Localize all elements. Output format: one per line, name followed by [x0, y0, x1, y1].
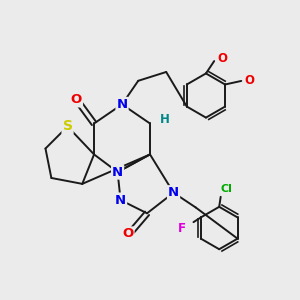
Text: N: N [168, 186, 179, 199]
Text: S: S [63, 119, 73, 134]
Text: N: N [112, 166, 123, 178]
Text: H: H [160, 113, 170, 127]
Text: O: O [218, 52, 227, 65]
Text: F: F [178, 222, 186, 235]
Text: O: O [71, 93, 82, 106]
Text: Cl: Cl [220, 184, 232, 194]
Text: O: O [244, 74, 254, 87]
Text: N: N [116, 98, 128, 111]
Text: N: N [115, 194, 126, 207]
Text: O: O [122, 227, 134, 240]
